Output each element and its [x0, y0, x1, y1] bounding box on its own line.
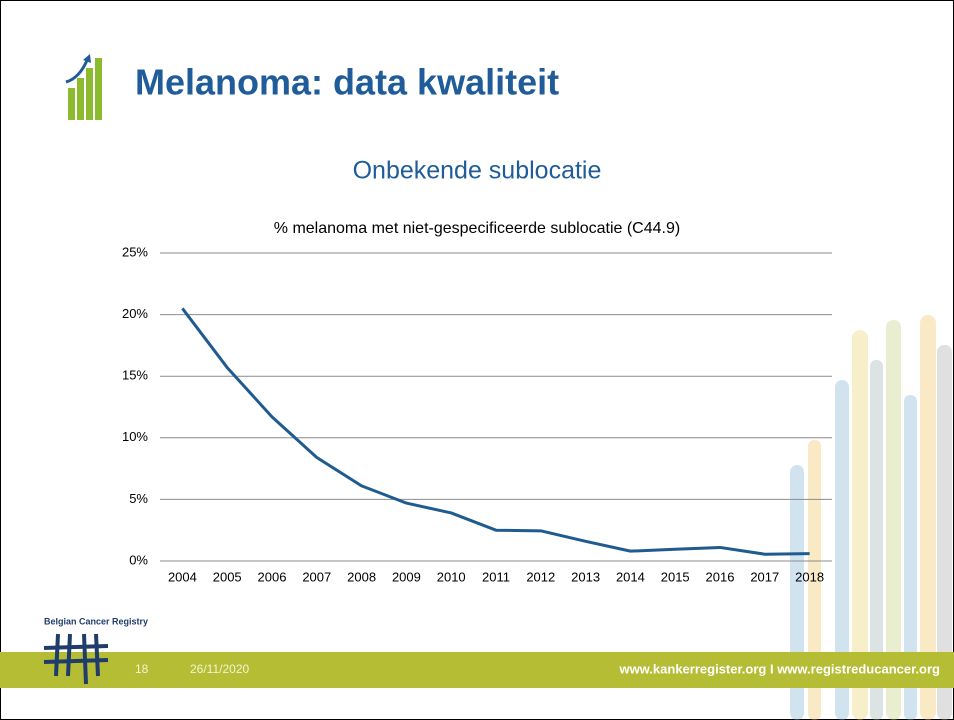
x-tick-label: 2014 — [616, 569, 645, 584]
y-tick-label: 20% — [122, 306, 148, 321]
x-tick-label: 2018 — [795, 569, 824, 584]
y-tick-label: 5% — [129, 491, 148, 506]
logo-mark — [43, 633, 109, 685]
x-tick-label: 2005 — [213, 569, 242, 584]
footer-links: www.kankerregister.org I www.registreduc… — [618, 661, 940, 676]
slide-heading: Onbekende sublocatie — [353, 157, 602, 185]
footer-band — [0, 652, 954, 688]
x-tick-label: 2004 — [168, 569, 197, 584]
logo-text: Belgian Cancer Registry — [44, 616, 148, 626]
y-tick-label: 25% — [122, 244, 148, 259]
y-tick-label: 15% — [122, 368, 148, 383]
x-tick-label: 2012 — [526, 569, 555, 584]
logo-icon — [65, 54, 102, 120]
x-tick-label: 2010 — [437, 569, 466, 584]
page-number: 18 — [135, 662, 149, 676]
x-tick-label: 2009 — [392, 569, 421, 584]
x-tick-label: 2011 — [482, 569, 510, 584]
y-tick-label: 10% — [122, 429, 148, 444]
x-tick-label: 2017 — [750, 569, 779, 584]
slide-title: Melanoma: data kwaliteit — [135, 62, 559, 103]
x-tick-label: 2007 — [302, 569, 331, 584]
x-tick-label: 2015 — [661, 569, 690, 584]
chart-title: % melanoma met niet-gespecificeerde subl… — [274, 220, 680, 237]
y-tick-label: 0% — [129, 552, 148, 567]
x-tick-label: 2016 — [706, 569, 735, 584]
data-line — [181, 307, 810, 556]
date: 26/11/2020 — [190, 662, 249, 676]
x-tick-label: 2013 — [571, 569, 600, 584]
x-tick-label: 2006 — [258, 569, 287, 584]
x-tick-label: 2008 — [347, 569, 376, 584]
